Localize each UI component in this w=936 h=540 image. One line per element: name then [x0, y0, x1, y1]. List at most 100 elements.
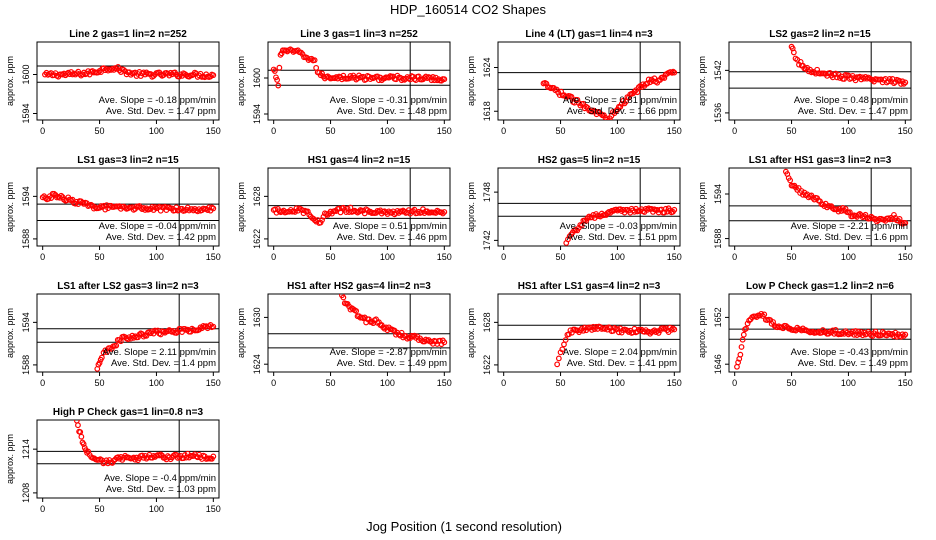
data-point	[740, 331, 747, 338]
slope-annotation: Ave. Slope = -0.18 ppm/min	[99, 95, 216, 106]
data-point	[274, 77, 281, 83]
y-tick-label: 1208	[21, 483, 31, 503]
data-points	[73, 420, 217, 467]
data-point	[553, 86, 560, 93]
chart-panel: LS2 gas=2 lin=2 n=15 approx. ppm 0 50 100 150…	[697, 29, 913, 136]
x-tick-label: 0	[732, 378, 737, 388]
y-tick-label: 1622	[252, 229, 262, 249]
data-points	[94, 322, 217, 372]
x-tick-label: 100	[149, 378, 164, 388]
stddev-annotation: Ave. Std. Dev. = 1.66 ppm	[567, 106, 677, 117]
data-point	[891, 211, 897, 218]
data-point	[787, 177, 794, 184]
slope-annotation: Ave. Slope = -0.43 ppm/min	[791, 347, 908, 358]
data-point	[353, 308, 360, 314]
stddev-annotation: Ave. Std. Dev. = 1.46 ppm	[337, 232, 447, 243]
y-tick-label: 1628	[482, 312, 492, 332]
data-point	[120, 66, 127, 73]
data-point	[428, 77, 435, 84]
data-point	[631, 88, 638, 95]
y-tick-label: 1594	[21, 186, 31, 206]
panel-ylabel: approx. ppm	[236, 308, 246, 358]
x-tick-label: 0	[732, 126, 737, 136]
x-tick-label: 0	[501, 126, 506, 136]
data-point	[415, 208, 422, 215]
x-tick-label: 100	[149, 504, 164, 514]
data-point	[98, 354, 105, 361]
data-point	[671, 326, 678, 333]
chart-panel: LS1 gas=3 lin=2 n=15 approx. ppm 0 50 100 150…	[5, 155, 221, 262]
x-tick-label: 50	[95, 378, 105, 388]
plot-frame	[728, 293, 912, 373]
data-point	[186, 73, 193, 80]
x-tick-label: 0	[40, 252, 45, 262]
data-point	[738, 344, 745, 350]
y-tick-label: 1742	[482, 230, 492, 250]
data-point	[562, 337, 569, 343]
panel-ylabel: approx. ppm	[466, 56, 476, 106]
chart-panel: Line 4 (LT) gas=1 lin=4 n=3 approx. ppm 0 5…	[466, 29, 682, 136]
y-tick-label: 1588	[21, 355, 31, 375]
stddev-annotation: Ave. Std. Dev. = 1.51 ppm	[567, 232, 677, 243]
data-point	[127, 335, 134, 342]
x-tick-label: 150	[206, 126, 221, 136]
x-tick-label: 50	[326, 378, 336, 388]
data-point	[648, 76, 655, 83]
data-point	[618, 101, 625, 107]
data-point	[784, 324, 791, 330]
x-tick-label: 150	[898, 252, 913, 262]
slope-annotation: Ave. Slope = -0.04 ppm/min	[99, 221, 216, 232]
data-points	[270, 204, 448, 226]
data-point	[603, 116, 610, 120]
panel-ylabel: approx. ppm	[697, 182, 707, 232]
stddev-annotation: Ave. Std. Dev. = 1.4 ppm	[111, 358, 216, 369]
x-tick-label: 50	[787, 126, 797, 136]
panel-title: Line 2 gas=1 lin=2 n=252	[69, 29, 187, 40]
chart-panel: LS1 after HS1 gas=3 lin=2 n=3 approx. ppm…	[697, 155, 913, 262]
data-point	[569, 329, 575, 336]
data-point	[166, 72, 173, 79]
data-points	[788, 43, 909, 87]
data-point	[568, 93, 575, 100]
x-tick-label: 150	[437, 378, 452, 388]
data-point	[624, 327, 631, 334]
data-point	[588, 327, 595, 333]
x-tick-label: 150	[898, 126, 913, 136]
x-tick-label: 50	[95, 252, 105, 262]
data-point	[430, 74, 436, 80]
stddev-annotation: Ave. Std. Dev. = 1.47 ppm	[106, 106, 216, 117]
data-point	[862, 211, 869, 218]
panel-ylabel: approx. ppm	[697, 308, 707, 358]
data-point	[136, 331, 143, 338]
data-point	[340, 72, 347, 79]
slope-annotation: Ave. Slope = 2.04 ppm/min	[563, 347, 677, 358]
panel-ylabel: approx. ppm	[466, 182, 476, 232]
panel-title: LS1 after HS1 gas=3 lin=2 n=3	[749, 155, 892, 166]
x-tick-label: 150	[206, 504, 221, 514]
stddev-annotation: Ave. Std. Dev. = 1.41 ppm	[567, 358, 677, 369]
stddev-annotation: Ave. Std. Dev. = 1.03 ppm	[106, 484, 216, 495]
plot-frame	[267, 167, 451, 247]
panel-title: High P Check gas=1 lin=0.8 n=3	[53, 407, 204, 418]
y-tick-label: 1630	[252, 307, 262, 327]
x-tick-label: 50	[95, 504, 105, 514]
data-point	[598, 111, 604, 117]
x-tick-label: 100	[841, 252, 856, 262]
slope-annotation: Ave. Slope = 0.51 ppm/min	[333, 221, 447, 232]
data-points	[339, 294, 448, 348]
figure-title: HDP_160514 CO2 Shapes	[390, 2, 547, 17]
data-point	[312, 217, 318, 224]
y-tick-label: 1594	[21, 312, 31, 332]
x-tick-label: 150	[898, 378, 913, 388]
data-point	[902, 79, 909, 86]
figure-xlabel: Jog Position (1 second resolution)	[366, 519, 562, 534]
x-tick-label: 0	[501, 378, 506, 388]
data-point	[743, 325, 749, 332]
data-point	[625, 94, 632, 101]
y-tick-label: 1588	[713, 229, 723, 249]
data-point	[634, 89, 641, 96]
data-point	[415, 73, 422, 80]
plot-frame	[36, 419, 220, 499]
x-tick-label: 0	[271, 378, 276, 388]
